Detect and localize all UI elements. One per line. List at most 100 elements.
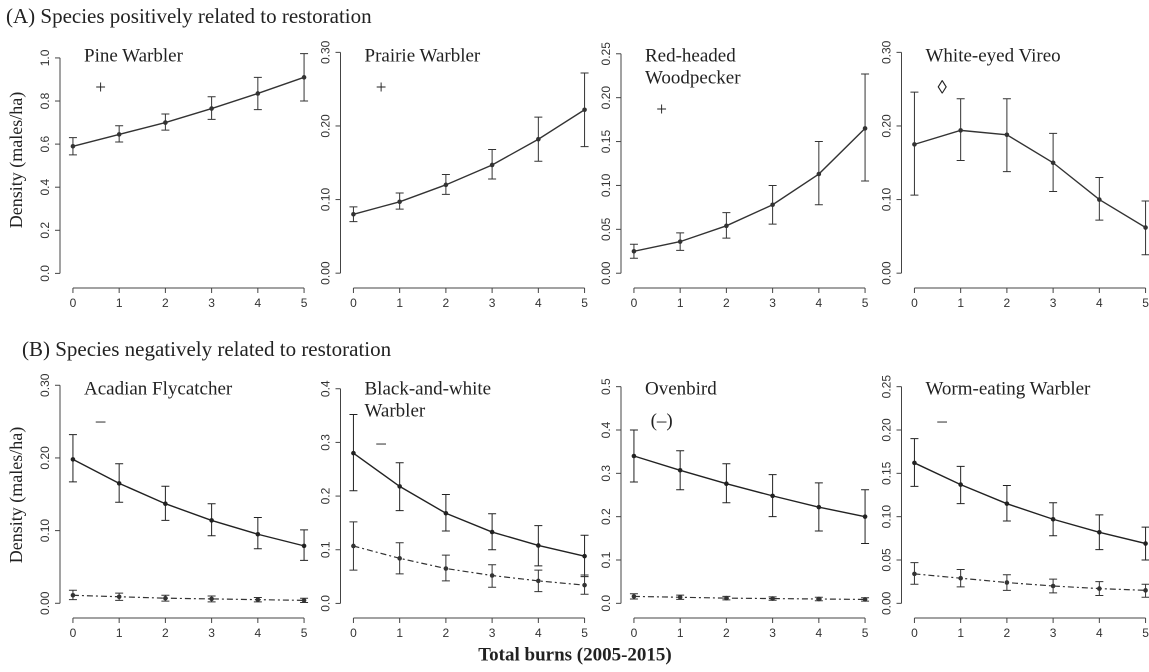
panel-title: Ovenbird: [645, 378, 717, 399]
point: [255, 597, 261, 602]
y-tick-label: 0.10: [599, 173, 613, 197]
y-tick-label: 0.20: [599, 86, 613, 110]
x-tick-label: 2: [723, 296, 730, 310]
x-tick-label: 4: [1096, 296, 1103, 310]
trend-symbol: –: [95, 410, 106, 431]
y-tick-label: 0.05: [880, 548, 894, 572]
point: [724, 481, 729, 487]
point: [116, 594, 122, 600]
point: [1004, 501, 1010, 506]
y-tick-label: 0.1: [599, 551, 613, 568]
y-tick-label: 0.4: [599, 421, 613, 438]
series-line: [633, 595, 866, 601]
x-tick-label: 2: [443, 296, 450, 310]
point: [958, 482, 963, 487]
point: [351, 450, 356, 456]
y-tick-label: 1.0: [38, 49, 52, 66]
point: [1143, 588, 1148, 593]
x-tick-label: 2: [162, 296, 169, 310]
point: [677, 239, 683, 244]
y-tick-label: 0.8: [38, 92, 52, 109]
y-tick-label: 0.05: [599, 217, 613, 241]
point: [724, 595, 729, 601]
y-tick-label: 0.4: [38, 179, 52, 196]
x-tick-label: 0: [70, 296, 77, 310]
point: [1050, 583, 1056, 589]
point: [255, 531, 261, 537]
panel-title: Acadian Flycatcher: [84, 378, 233, 399]
x-tick-label: 1: [396, 626, 403, 640]
x-tick-label: 5: [862, 296, 869, 310]
y-tick-label: 0.00: [599, 261, 613, 285]
y-tick-label: 0.00: [38, 591, 52, 615]
point: [301, 75, 307, 80]
y-axis-label: Density (males/ha): [6, 92, 27, 228]
x-tick-label: 3: [489, 296, 496, 310]
point: [912, 460, 917, 466]
y-tick-label: 0.20: [880, 114, 894, 138]
x-tick-label: 0: [631, 296, 638, 310]
y-tick-label: 0.30: [880, 40, 894, 64]
point: [163, 501, 168, 507]
point: [816, 504, 822, 510]
y-tick-label: 0.15: [599, 130, 613, 154]
section-title: (A) Species positively related to restor…: [6, 4, 372, 28]
section-title: (B) Species negatively related to restor…: [22, 337, 392, 361]
point: [536, 578, 541, 584]
x-tick-label: 2: [723, 626, 730, 640]
x-tick-label: 3: [208, 626, 215, 640]
point: [677, 468, 683, 473]
y-tick-label: 0.25: [599, 42, 613, 66]
series-line: [72, 458, 305, 547]
point: [70, 457, 76, 462]
point: [1097, 586, 1102, 591]
y-tick-label: 0.20: [319, 114, 333, 138]
series-line: [353, 545, 585, 586]
point: [582, 553, 587, 559]
x-tick-label: 5: [1142, 626, 1149, 640]
point: [397, 484, 402, 489]
y-tick-label: 0.10: [880, 188, 894, 212]
point: [631, 594, 637, 599]
y-tick-label: 0.5: [599, 378, 613, 395]
x-tick-label: 3: [1050, 626, 1057, 640]
point: [163, 120, 168, 125]
point: [1050, 160, 1056, 166]
point: [70, 143, 76, 149]
panel-title: Red-headed: [645, 45, 736, 66]
y-tick-label: 0.0: [319, 595, 333, 612]
panel-title: Prairie Warbler: [365, 45, 481, 66]
point: [816, 596, 822, 602]
trend-symbol: (–): [651, 410, 673, 431]
x-tick-label: 5: [862, 626, 869, 640]
point: [770, 493, 775, 499]
y-tick-label: 0.4: [319, 380, 333, 397]
trend-symbol: +: [376, 77, 387, 98]
point: [816, 171, 822, 177]
point: [862, 514, 868, 519]
series-line: [353, 452, 585, 557]
panel-title: Woodpecker: [645, 67, 741, 88]
point: [862, 126, 868, 131]
x-tick-label: 4: [1096, 626, 1103, 640]
x-tick-label: 4: [815, 296, 822, 310]
panel-title: Warbler: [365, 400, 426, 421]
y-tick-label: 0.30: [319, 40, 333, 64]
point: [116, 481, 122, 486]
trend-symbol: +: [95, 77, 106, 98]
point: [443, 182, 449, 188]
point: [70, 592, 76, 598]
point: [489, 573, 495, 578]
y-tick-label: 0.00: [880, 591, 894, 615]
series-line: [914, 573, 1146, 591]
point: [677, 594, 683, 600]
x-tick-label: 1: [677, 626, 684, 640]
series-line: [633, 455, 866, 518]
x-tick-label: 3: [769, 626, 776, 640]
point: [163, 595, 168, 601]
y-tick-label: 0.6: [38, 135, 52, 152]
point: [770, 202, 775, 208]
point: [443, 510, 449, 516]
x-tick-label: 5: [581, 296, 588, 310]
